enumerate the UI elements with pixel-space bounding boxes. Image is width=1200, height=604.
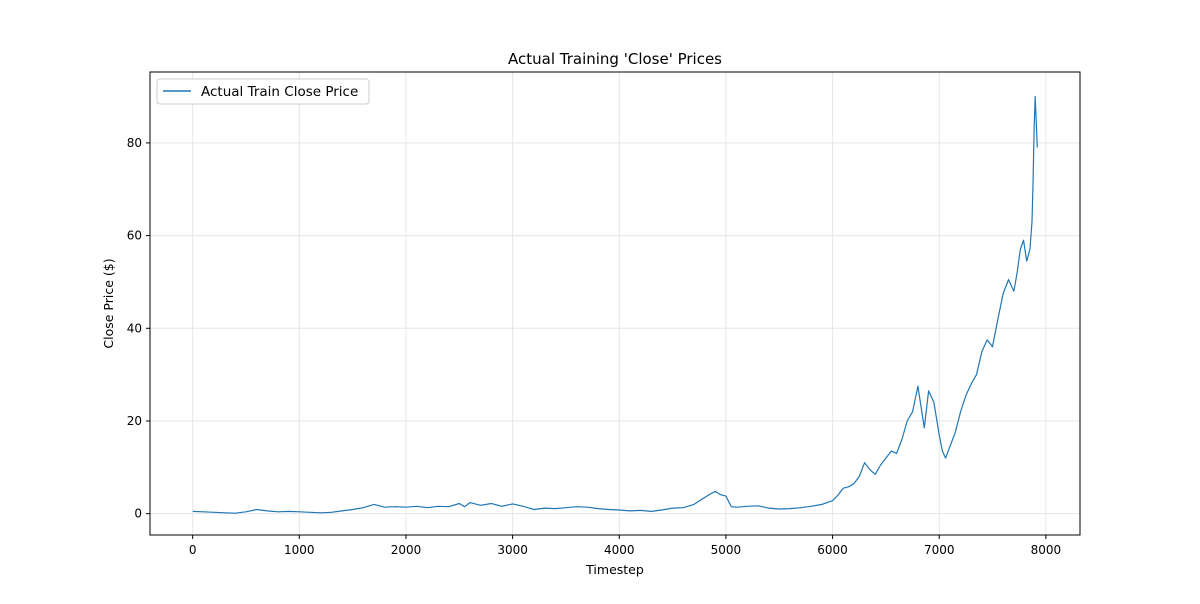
- legend-entry: Actual Train Close Price: [201, 84, 358, 100]
- x-tick-label: 6000: [817, 543, 848, 557]
- x-tick-label: 4000: [604, 543, 635, 557]
- chart-title: Actual Training 'Close' Prices: [508, 50, 722, 68]
- x-tick-label: 1000: [284, 543, 315, 557]
- grid: [150, 72, 1080, 535]
- series-layer: [192, 96, 1038, 514]
- x-axis-label: Timestep: [585, 562, 644, 577]
- y-tick-label: 60: [127, 229, 142, 243]
- plot-frame: [149, 71, 1081, 536]
- y-tick-label: 80: [127, 136, 142, 150]
- axis-ticks: 0 1000 2000 3000 4000 5000 6000 7000 8000 0 20 40 60…: [127, 136, 1061, 557]
- x-tick-label: 2000: [391, 543, 422, 557]
- x-tick-label: 5000: [711, 543, 742, 557]
- x-tick-label: 0: [189, 543, 197, 557]
- y-tick-label: 0: [134, 507, 142, 521]
- legend: Actual Train Close Price: [156, 78, 370, 105]
- y-tick-label: 20: [127, 414, 142, 428]
- x-tick-label: 8000: [1031, 543, 1062, 557]
- series-line: [192, 96, 1038, 514]
- y-tick-label: 40: [127, 321, 142, 335]
- y-axis-label: Close Price ($): [101, 258, 116, 348]
- x-tick-label: 7000: [924, 543, 955, 557]
- x-tick-label: 3000: [497, 543, 528, 557]
- legend-box: [156, 78, 370, 105]
